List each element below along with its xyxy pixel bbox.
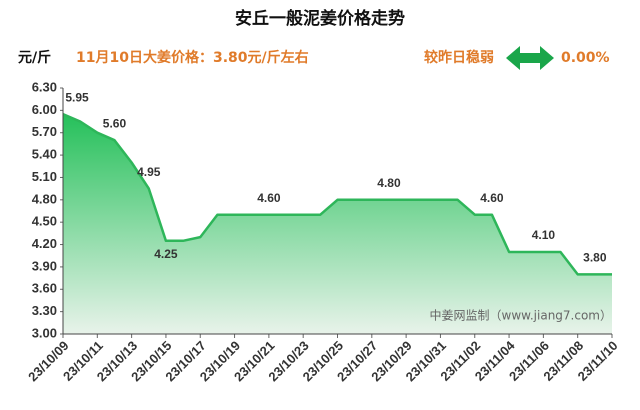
data-label: 4.95 (137, 165, 161, 179)
y-tick-label: 6.30 (32, 79, 57, 94)
y-tick-label: 3.90 (32, 258, 57, 273)
y-tick-label: 5.40 (32, 147, 57, 162)
subtitle: 11月10日大姜价格：3.80元/斤左右 (76, 49, 309, 66)
data-label: 4.10 (532, 228, 556, 242)
change-value: 0.00% (561, 50, 610, 66)
y-tick-label: 6.00 (32, 102, 57, 117)
y-tick-label: 4.20 (32, 236, 57, 251)
y-tick-label: 3.60 (32, 281, 57, 296)
data-label: 5.60 (103, 116, 127, 130)
data-label: 4.25 (154, 247, 178, 261)
data-label: 5.95 (65, 90, 89, 104)
data-label: 3.80 (583, 251, 607, 265)
data-label: 4.80 (377, 176, 401, 190)
data-label: 4.60 (257, 191, 281, 205)
flat-arrow-icon (506, 46, 554, 70)
y-tick-label: 4.80 (32, 191, 57, 206)
y-tick-label: 3.30 (32, 303, 57, 318)
y-tick-label: 3.00 (32, 325, 57, 340)
unit-label: 元/斤 (18, 49, 51, 66)
y-tick-label: 4.50 (32, 214, 57, 229)
chart-title: 安丘一般泥姜价格走势 (235, 8, 405, 29)
y-tick-label: 5.10 (32, 169, 57, 184)
change-label: 较昨日稳弱 (424, 49, 494, 66)
y-tick-label: 5.70 (32, 124, 57, 139)
watermark: 中姜网监制（www.jiang7.com） (430, 308, 612, 323)
area (63, 114, 612, 334)
data-label: 4.60 (480, 191, 504, 205)
line (62, 112, 612, 276)
